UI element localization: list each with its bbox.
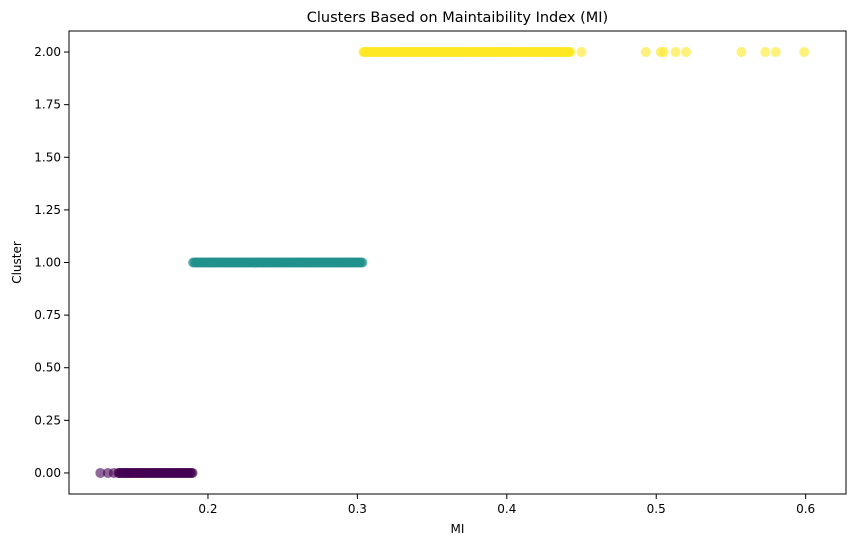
y-tick-label: 0.00 xyxy=(34,466,61,480)
y-tick-label: 2.00 xyxy=(34,45,61,59)
x-axis-ticks: 0.2 0.3 0.4 0.5 0.6 xyxy=(198,494,815,516)
y-tick-label: 1.75 xyxy=(34,98,61,112)
x-tick-label: 0.6 xyxy=(796,502,815,516)
data-point xyxy=(95,467,106,478)
data-point xyxy=(640,47,651,58)
data-point xyxy=(736,47,747,58)
x-tick-label: 0.2 xyxy=(198,502,217,516)
y-tick-label: 0.50 xyxy=(34,361,61,375)
data-point xyxy=(770,47,781,58)
x-tick-label: 0.3 xyxy=(348,502,367,516)
data-point xyxy=(357,257,368,268)
y-tick-label: 1.00 xyxy=(34,256,61,270)
data-point xyxy=(576,47,587,58)
cluster-2-series xyxy=(358,47,810,58)
x-axis-label: MI xyxy=(451,522,465,536)
y-axis-ticks: 0.00 0.25 0.50 0.75 1.00 1.25 1.50 1.75 2.00 xyxy=(34,45,69,480)
y-tick-label: 0.75 xyxy=(34,308,61,322)
y-tick-label: 0.25 xyxy=(34,413,61,427)
y-tick-label: 1.50 xyxy=(34,150,61,164)
y-tick-label: 1.25 xyxy=(34,203,61,217)
data-point xyxy=(670,47,681,58)
cluster-0-series xyxy=(95,467,198,478)
data-point xyxy=(799,47,810,58)
axes-frame xyxy=(68,30,847,495)
plot-marks xyxy=(95,47,810,478)
data-point xyxy=(565,47,576,58)
data-point xyxy=(760,47,771,58)
cluster-1-series xyxy=(188,257,368,268)
data-point xyxy=(658,47,669,58)
y-axis-label: Cluster xyxy=(10,241,24,284)
data-point xyxy=(187,467,198,478)
data-point xyxy=(681,47,692,58)
chart-title: Clusters Based on Maintaibility Index (M… xyxy=(307,10,608,26)
x-tick-label: 0.5 xyxy=(647,502,666,516)
data-point xyxy=(108,467,119,478)
x-tick-label: 0.4 xyxy=(497,502,516,516)
